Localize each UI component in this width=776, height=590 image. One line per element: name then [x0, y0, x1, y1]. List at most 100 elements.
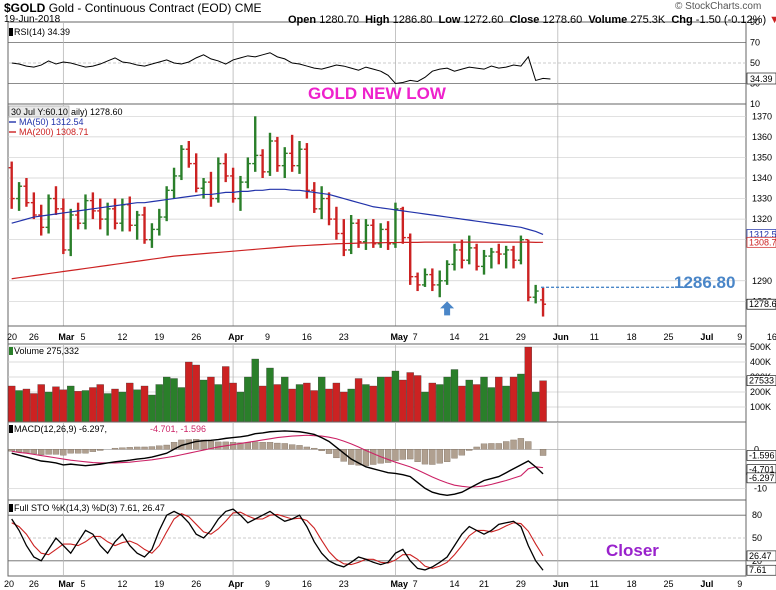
volume-bar — [52, 386, 60, 423]
ma200-legend-label: MA(200) 1308.71 — [19, 127, 89, 137]
bottom-x-tick-label: 9 — [737, 579, 742, 589]
macd-legend-swatch — [9, 425, 13, 433]
bottom-x-tick-label: 23 — [339, 579, 349, 589]
down-arrow-icon: ▼ — [769, 14, 776, 26]
bottom-x-tick-label: 19 — [154, 579, 164, 589]
volume-title: Volume 275,332 — [14, 346, 79, 356]
macd-histogram-bar — [274, 442, 281, 450]
volume-tick-label: 400K — [750, 357, 771, 367]
macd-histogram-bar — [252, 441, 259, 450]
rsi-tick-label: 50 — [750, 58, 760, 68]
price-tick-label: 1360 — [752, 132, 772, 142]
macd-histogram-bar — [399, 449, 406, 460]
x-tick-label: 5 — [80, 332, 85, 342]
volume-bar — [185, 361, 193, 423]
bottom-x-tick-label: Apr — [228, 579, 244, 589]
chart-title: $GOLD Gold - Continuous Contract (EOD) C… — [4, 1, 261, 15]
up-arrow-icon — [440, 301, 455, 316]
x-tick-label: 7 — [413, 332, 418, 342]
x-tick-label: 21 — [479, 332, 489, 342]
macd-histogram-bar — [244, 442, 252, 450]
macd-histogram-bar — [451, 449, 458, 459]
macd-signal-line — [11, 434, 544, 488]
low-value: 1272.60 — [463, 14, 504, 26]
macd-tick-label: -10 — [754, 483, 767, 493]
chart-date: 19-Jun-2018 — [4, 14, 61, 25]
macd-histogram-bar — [229, 442, 237, 450]
stochastic-tick-label: 50 — [752, 533, 762, 543]
macd-last-label: -4.701 — [749, 465, 775, 475]
x-tick-label: 20 — [7, 332, 17, 342]
volume-bar — [495, 376, 503, 423]
macd-histogram-bar — [111, 447, 119, 450]
volume-bar — [428, 382, 437, 423]
macd-histogram-bar — [325, 449, 333, 454]
close-label: Close — [509, 14, 540, 26]
bottom-x-tick-label: 25 — [664, 579, 674, 589]
stochastic-last-label: 26.47 — [749, 551, 772, 561]
macd-histogram-bar — [215, 441, 222, 450]
macd-histogram-bar — [296, 445, 303, 450]
rsi-title: RSI(14) 34.39 — [14, 27, 70, 37]
macd-histogram-bar — [60, 449, 67, 456]
volume-bar — [317, 376, 326, 423]
macd-histogram-bar — [355, 449, 362, 466]
macd-histogram-bar — [502, 441, 510, 450]
price-tick-label: 1370 — [752, 111, 772, 121]
stochastic-last-box — [746, 564, 776, 576]
stockcharts-credit: © StockCharts.com — [675, 1, 762, 12]
price-last-label: 1312.54 — [749, 229, 776, 239]
macd-histogram-bar — [370, 449, 377, 465]
price-tick-label: 1350 — [752, 152, 772, 162]
bottom-x-tick-label: 16 — [302, 579, 312, 589]
chg-value: -1.50 (-0.12%) — [695, 14, 767, 26]
bottom-x-tick-label: 20 — [4, 579, 14, 589]
price-tick-label: 1330 — [752, 194, 772, 204]
volume-bar — [74, 391, 82, 423]
open-value: 1280.70 — [319, 14, 359, 26]
volume-bar — [325, 388, 333, 423]
volume-tick-label: 500K — [750, 342, 771, 352]
high-value: 1286.80 — [392, 14, 433, 26]
x-tick-label: 16 — [767, 332, 776, 342]
volume-bar — [133, 389, 141, 423]
volume-bar — [340, 391, 348, 423]
volume-bar — [436, 384, 444, 423]
x-tick-label: May — [390, 332, 408, 342]
price-tick-label: 1320 — [752, 214, 772, 224]
macd-histogram-bar — [473, 446, 480, 450]
rsi-line — [11, 52, 551, 85]
x-tick-label: 11 — [590, 332, 599, 342]
volume-bar — [177, 387, 186, 423]
volume-bar — [391, 370, 400, 423]
volume-bar — [89, 387, 97, 423]
level-annotation: 1286.80 — [674, 273, 736, 292]
macd-panel — [7, 421, 747, 501]
macd-histogram-bar — [82, 449, 89, 454]
macd-histogram-bar — [30, 449, 37, 455]
volume-bar — [192, 364, 200, 423]
macd-histogram-bar — [45, 449, 52, 455]
volume-bar — [362, 384, 370, 423]
volume-panel — [7, 343, 747, 423]
price-last-box — [746, 236, 776, 248]
x-tick-label: 18 — [627, 332, 637, 342]
macd-histogram-bar — [303, 446, 311, 450]
volume-bar — [295, 384, 304, 423]
macd-histogram-bar — [495, 443, 502, 450]
volume-label: Volume — [588, 14, 628, 26]
volume-tick-label: 200K — [750, 387, 771, 397]
macd-histogram-bar — [488, 443, 495, 450]
macd-values: -4.701, -1.596 — [150, 424, 206, 434]
bottom-x-tick-label: 14 — [449, 579, 459, 589]
x-tick-label: Apr — [228, 332, 244, 342]
volume-bar — [281, 376, 289, 423]
volume-bar — [354, 378, 363, 423]
volume-bar — [273, 384, 282, 423]
volume-bar — [148, 394, 156, 423]
macd-title: MACD(12,26,9) -6.297, — [14, 424, 107, 434]
volume-bar — [524, 346, 532, 423]
volume-bar — [251, 358, 259, 423]
macd-histogram-bar — [362, 449, 370, 466]
macd-histogram-bar — [288, 444, 296, 450]
